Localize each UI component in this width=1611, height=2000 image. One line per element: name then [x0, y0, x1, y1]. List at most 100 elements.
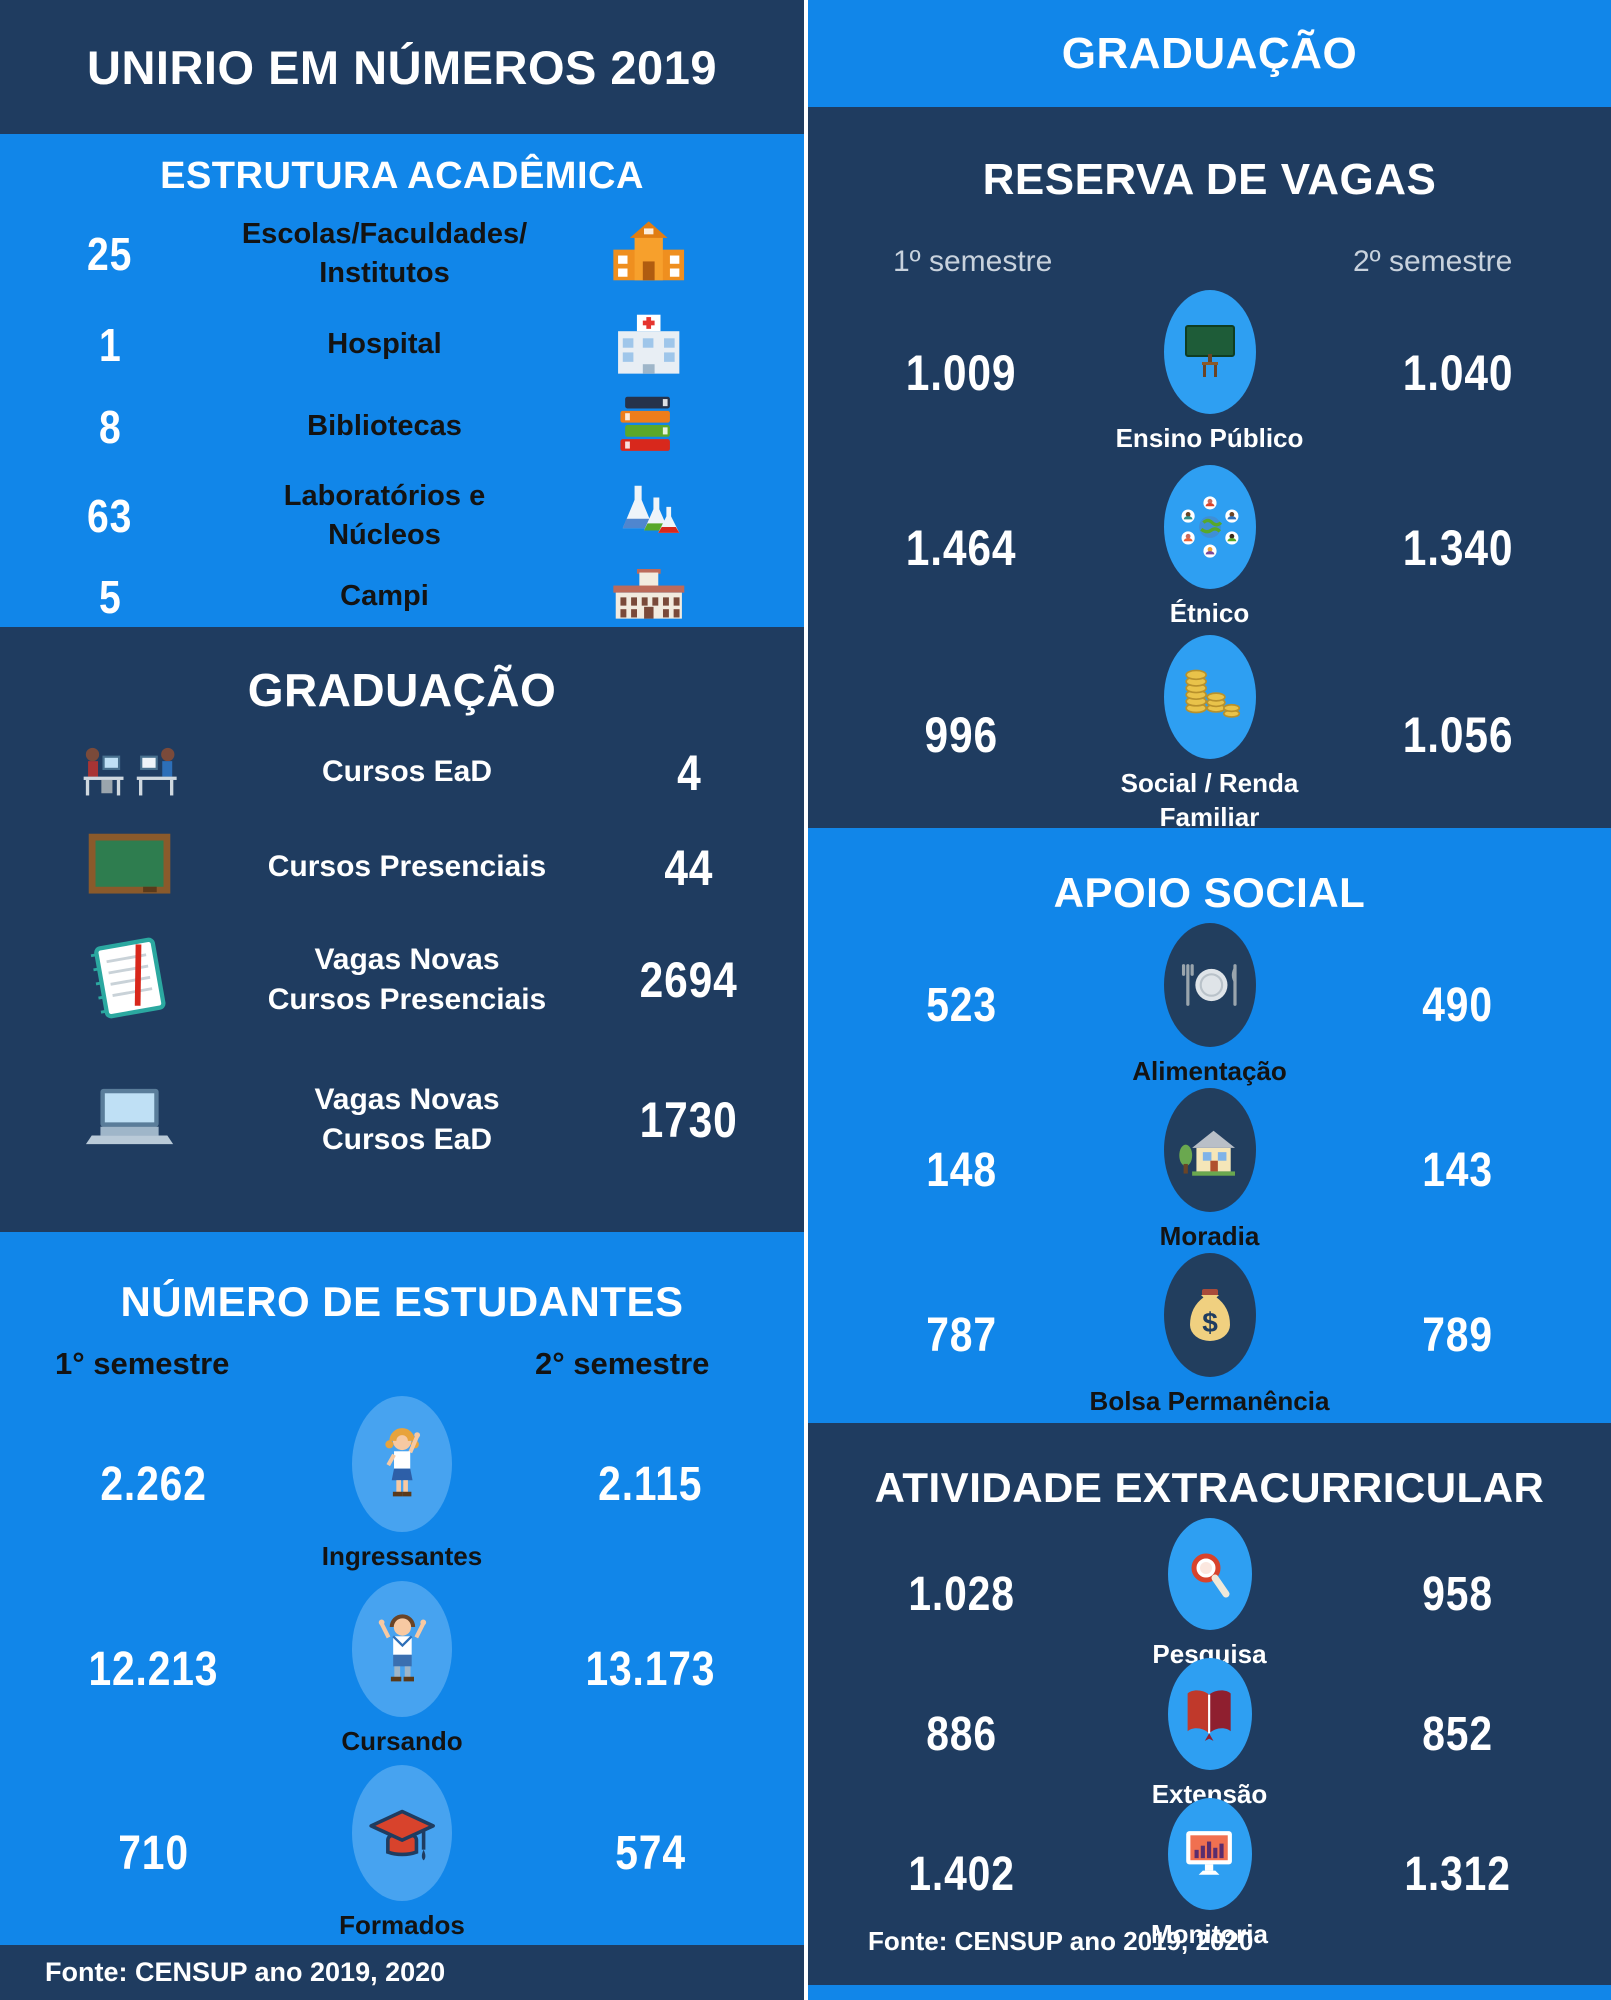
section-graduacao-left: GRADUAÇÃO Cursos EaD 4 Cursos Presenciai… [0, 627, 804, 1232]
atividade-row-label: Monitoria [1151, 1919, 1268, 1949]
reserva-row-label: Ensino Público [1115, 422, 1304, 453]
reserva-sem2-value: 1.056 [1402, 706, 1514, 763]
right-header-band: GRADUAÇÃO [808, 0, 1611, 107]
students-computers-icon [77, 739, 183, 806]
estrutura-value: 25 [87, 228, 133, 280]
reserva-sem1-value: 1.464 [905, 519, 1017, 576]
graduacao-row: Cursos EaD 4 [0, 725, 804, 820]
estrutura-label: Laboratórios e Núcleos [283, 479, 486, 551]
estrutura-label: Escolas/Faculdades/ Institutos [241, 217, 528, 289]
estrutura-title: ESTRUTURA ACADÊMICA [160, 155, 644, 197]
estudantes-sem2-value: 2.115 [598, 1458, 703, 1511]
section-atividade-extracurricular: ATIVIDADE EXTRACURRICULAR 1.028 Pesquisa… [808, 1423, 1611, 1985]
estrutura-label: Campi [340, 580, 429, 613]
page-title: UNIRIO EM NÚMEROS 2019 [87, 40, 717, 94]
atividade-sem2-value: 958 [1422, 1568, 1494, 1622]
semester-2-label: 2° semestre [535, 1346, 710, 1381]
apoio-sem1-value: 523 [925, 979, 997, 1033]
estudantes-row: 12.213 Cursando 13.173 [0, 1577, 804, 1762]
reserva-row: 1.009 Ensino Público 1.040 [808, 285, 1611, 460]
graduacao-value: 2694 [640, 952, 738, 1008]
left-source-text: Fonte: CENSUP ano 2019, 2020 [45, 1957, 446, 1987]
notebook-icon [84, 935, 176, 1026]
coins-icon [1163, 635, 1256, 759]
section-reserva-de-vagas: RESERVA DE VAGAS 1º semestre 2º semestre… [808, 107, 1611, 832]
estudantes-sem2-value: 574 [615, 1827, 686, 1880]
apoio-sem2-value: 789 [1422, 1309, 1494, 1363]
reserva-sem2-value: 1.040 [1402, 344, 1514, 401]
reserva-row-label: Social / Renda Familiar [1120, 768, 1299, 832]
estudantes-row: 710 Formados 574 [0, 1762, 804, 1945]
graduacao-label: Vagas Novas Cursos EaD [314, 1082, 500, 1157]
apoio-row-label: Moradia [1159, 1221, 1260, 1251]
reserva-sem1-value: 1.009 [905, 344, 1017, 401]
svg-text:$: $ [1202, 1307, 1218, 1338]
books-icon [611, 392, 686, 463]
graduacao-row: Cursos Presenciais 44 [0, 820, 804, 915]
atividade-title: ATIVIDADE EXTRACURRICULAR [874, 1464, 1545, 1511]
plate-icon [1163, 923, 1256, 1047]
apoio-row-label: Alimentação [1132, 1056, 1287, 1086]
atividade-sem1-value: 1.028 [908, 1568, 1015, 1622]
open-book-icon [1167, 1658, 1252, 1770]
reserva-title: RESERVA DE VAGAS [982, 155, 1437, 204]
estudantes-sem1-value: 710 [118, 1827, 189, 1880]
apoio-row-label: Bolsa Permanência [1089, 1386, 1330, 1416]
apoio-row: 787 $ Bolsa Permanência 789 [808, 1253, 1611, 1418]
section-estrutura-academica: ESTRUTURA ACADÊMICA 25 Escolas/Faculdade… [0, 134, 804, 627]
estudantes-sem1-value: 12.213 [88, 1643, 219, 1696]
section-numero-de-estudantes: NÚMERO DE ESTUDANTES 1° semestre 2° seme… [0, 1232, 804, 1945]
chalkboard-icon [86, 831, 173, 904]
estudantes-title: NÚMERO DE ESTUDANTES [120, 1278, 684, 1325]
right-header-title: GRADUAÇÃO [1061, 28, 1358, 78]
apoio-row: 148 Moradia 143 [808, 1088, 1611, 1253]
left-header-band: UNIRIO EM NÚMEROS 2019 [0, 0, 804, 134]
apoio-sem1-value: 787 [925, 1309, 997, 1363]
estrutura-label: Bibliotecas [307, 410, 462, 443]
estudantes-row-label: Ingressantes [321, 1540, 483, 1571]
estrutura-value: 63 [87, 490, 133, 542]
graduacao-label: Cursos EaD [321, 755, 493, 789]
estrutura-label: Hospital [327, 328, 442, 361]
atividade-sem2-value: 852 [1422, 1708, 1494, 1762]
reserva-row: 996 Social / Renda Familiar 1.056 [808, 635, 1611, 832]
estrutura-value: 8 [98, 401, 122, 453]
apoio-sem2-value: 490 [1422, 979, 1494, 1033]
graduacao-left-title: GRADUAÇÃO [247, 664, 557, 716]
apoio-sem2-value: 143 [1422, 1144, 1494, 1198]
reserva-row-label: Étnico [1169, 597, 1250, 628]
classroom-icon [1163, 289, 1256, 414]
estrutura-row: 63 Laboratórios e Núcleos [0, 468, 804, 564]
campus-icon [611, 568, 687, 626]
semester-1-label: 1º semestre [893, 245, 1053, 278]
semester-header-row: 1° semestre 2° semestre [0, 1346, 804, 1392]
atividade-sem2-value: 1.312 [1404, 1848, 1511, 1902]
school-icon [611, 219, 686, 290]
graduacao-label: Cursos Presenciais [267, 850, 547, 884]
graduacao-value: 1730 [640, 1092, 738, 1148]
hospital-icon [611, 310, 686, 381]
estrutura-row: 1 Hospital [0, 304, 804, 386]
right-source-text: Fonte: CENSUP ano 2019, 2020 [868, 1926, 1254, 1956]
estrutura-value: 5 [98, 571, 122, 623]
atividade-row: 886 Extensão 852 [808, 1658, 1611, 1809]
bottom-accent-strip [808, 1985, 1611, 2000]
apoio-row: 523 Alimentação 490 [808, 923, 1611, 1088]
reserva-row: 1.464 Étnico 1.340 [808, 460, 1611, 635]
boy-student-icon [352, 1580, 452, 1717]
ethnic-globe-icon [1163, 464, 1256, 589]
atividade-sem1-value: 1.402 [908, 1848, 1015, 1902]
magnifier-icon [1167, 1518, 1252, 1630]
graduacao-row: Vagas Novas Cursos Presenciais 2694 [0, 915, 804, 1045]
atividade-sem1-value: 886 [925, 1708, 997, 1762]
reserva-sem1-value: 996 [924, 706, 998, 763]
estrutura-row: 5 Campi [0, 564, 804, 630]
semester-header-row: 1º semestre 2º semestre [808, 245, 1611, 285]
estudantes-row-label: Cursando [341, 1725, 463, 1756]
graduacao-value: 4 [676, 744, 702, 801]
lab-flasks-icon [611, 481, 686, 552]
estrutura-row: 8 Bibliotecas [0, 386, 804, 468]
graduacao-label: Vagas Novas Cursos Presenciais [267, 942, 547, 1017]
graduacao-value: 44 [664, 839, 714, 896]
